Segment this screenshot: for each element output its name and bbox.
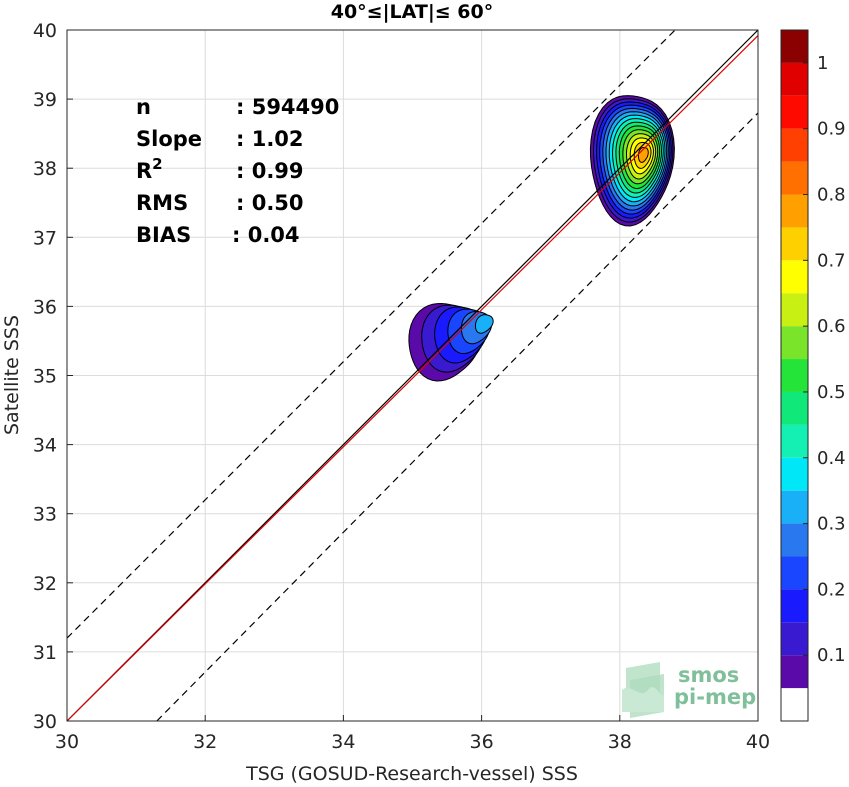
colorbar-segment <box>781 688 808 721</box>
grid <box>66 29 759 722</box>
stat-value: : 0.50 <box>236 191 304 215</box>
colorbar-segment <box>781 62 808 96</box>
reference-line <box>66 35 759 722</box>
y-tick-label: 32 <box>33 573 57 595</box>
y-tick-label: 31 <box>33 642 57 664</box>
x-tick-label: 30 <box>55 731 79 753</box>
y-tick-label: 40 <box>33 20 57 42</box>
colorbar-segment <box>781 457 808 491</box>
colorbar-tick-label: 0.8 <box>817 185 846 206</box>
y-axis-label: Satellite SSS <box>1 315 23 435</box>
density-contour-level <box>474 314 494 334</box>
y-axis-ticks: 30 31 32 33 34 35 36 37 38 39 40 <box>33 20 73 733</box>
y-tick-label: 37 <box>33 227 57 249</box>
colorbar-tick-label: 1 <box>817 53 828 74</box>
colorbar-border <box>780 29 809 722</box>
stat-superscript: 2 <box>152 155 162 173</box>
y-tick-label: 30 <box>33 711 57 733</box>
logo-text-smos: smos <box>678 663 739 687</box>
colorbar: 0.1 0.2 0.3 0.4 0.5 0.6 0.7 0.8 0.9 1 <box>780 29 846 722</box>
reference-line <box>156 112 759 722</box>
y-tick-label: 33 <box>33 504 57 526</box>
logo-text-pi-mep: pi-mep <box>674 685 756 709</box>
smos-pi-mep-logo: smos pi-mep <box>622 662 756 718</box>
stat-value: : 594490 <box>236 95 339 119</box>
colorbar-tick-label: 0.2 <box>817 579 846 600</box>
x-tick-label: 36 <box>470 731 494 753</box>
colorbar-segment <box>781 260 808 294</box>
x-tick-label: 34 <box>331 731 355 753</box>
stat-label: n <box>136 95 151 119</box>
colorbar-segment <box>781 194 808 228</box>
colorbar-tick-label: 0.9 <box>817 119 846 140</box>
colorbar-segment <box>781 424 808 458</box>
stat-value: : 0.99 <box>236 159 304 183</box>
colorbar-tick-label: 0.7 <box>817 250 846 271</box>
reference-line <box>66 29 759 722</box>
y-tick-label: 34 <box>33 435 57 457</box>
x-tick-label: 32 <box>193 731 217 753</box>
colorbar-segment <box>781 589 808 623</box>
colorbar-segment <box>781 95 808 129</box>
x-tick-label: 40 <box>746 731 770 753</box>
colorbar-segment <box>781 556 808 590</box>
colorbar-tick-label: 0.5 <box>817 382 846 403</box>
stat-label: BIAS <box>136 223 191 247</box>
y-tick-label: 36 <box>33 296 57 318</box>
chart-title: 40°≤|LAT|≤ 60° <box>331 1 494 23</box>
colorbar-segment <box>781 490 808 524</box>
colorbar-segment <box>781 391 808 425</box>
y-tick-label: 35 <box>33 366 57 388</box>
colorbar-segment <box>781 161 808 195</box>
colorbar-tick-label: 0.4 <box>817 448 846 469</box>
colorbar-segment <box>781 293 808 327</box>
colorbar-segment <box>781 30 808 63</box>
stat-label: RMS <box>136 191 188 215</box>
colorbar-tick-label: 0.1 <box>817 645 846 666</box>
colorbar-segment <box>781 227 808 261</box>
y-tick-label: 38 <box>33 158 57 180</box>
reference-lines <box>66 29 759 722</box>
x-axis-label: TSG (GOSUD-Research-vessel) SSS <box>245 763 578 785</box>
colorbar-segment <box>781 523 808 557</box>
x-tick-label: 38 <box>608 731 632 753</box>
stat-value: : 1.02 <box>236 127 304 151</box>
colorbar-segment <box>781 326 808 360</box>
y-tick-label: 39 <box>33 89 57 111</box>
colorbar-tick-label: 0.3 <box>817 514 846 535</box>
smos-logo-icon <box>622 662 664 718</box>
colorbar-segment <box>781 622 808 656</box>
stat-label: Slope <box>136 127 202 151</box>
colorbar-segment <box>781 128 808 162</box>
colorbar-segment <box>781 655 808 689</box>
x-axis-ticks: 30 32 34 36 38 40 <box>55 715 770 753</box>
stat-value: : 0.04 <box>232 223 300 247</box>
colorbar-tick-label: 0.6 <box>817 316 846 337</box>
colorbar-segment <box>781 359 808 392</box>
